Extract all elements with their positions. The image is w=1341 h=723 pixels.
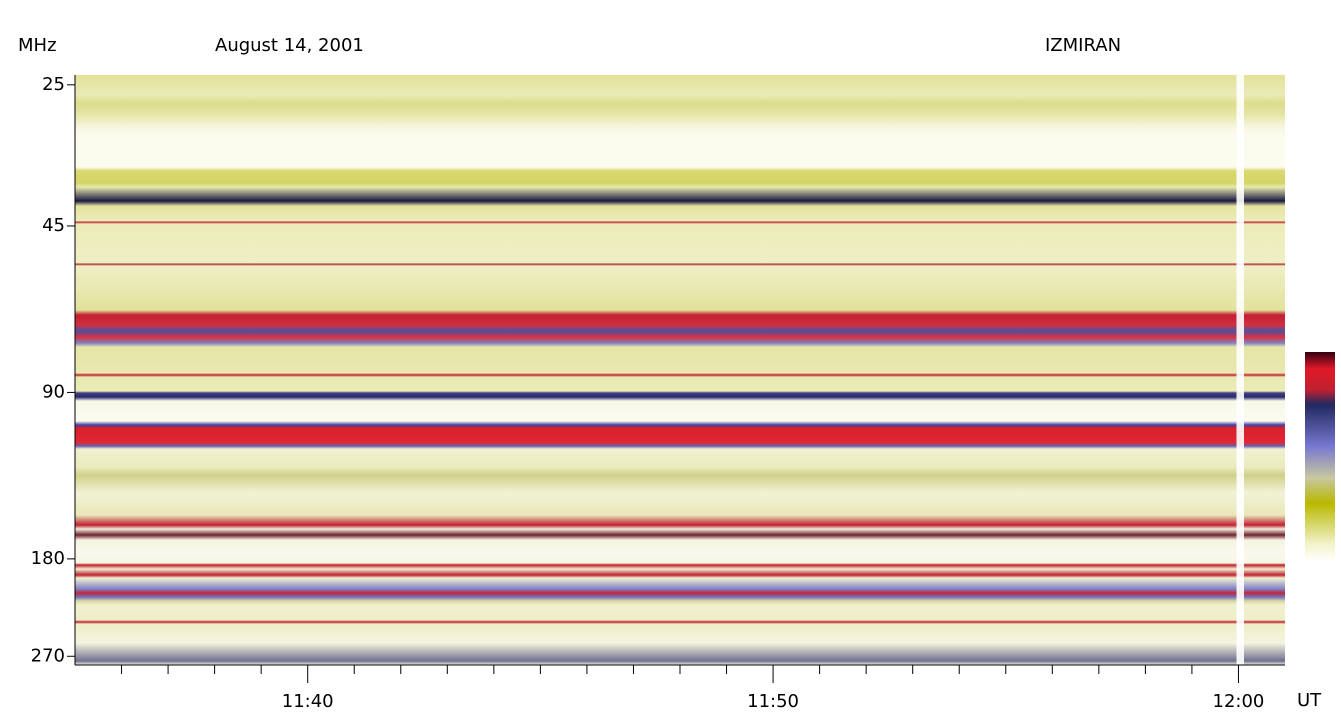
y-tick-label: 180: [31, 548, 65, 569]
y-axis-label: MHz: [18, 35, 57, 56]
x-tick-label: 12:00: [1213, 691, 1265, 712]
y-tick-label: 90: [42, 381, 65, 402]
x-tick-label: 11:40: [282, 691, 334, 712]
y-tick-label: 25: [42, 74, 65, 95]
spectrogram-image: [75, 75, 1285, 665]
chart-subtitle: IZMIRAN: [1045, 35, 1121, 56]
x-axis-label: UT: [1297, 690, 1322, 711]
y-tick-label: 45: [42, 215, 65, 236]
color-bar: [1305, 352, 1335, 562]
y-tick-label: 270: [31, 645, 65, 666]
x-tick-label: 11:50: [747, 691, 799, 712]
chart-title: August 14, 2001: [215, 35, 364, 56]
